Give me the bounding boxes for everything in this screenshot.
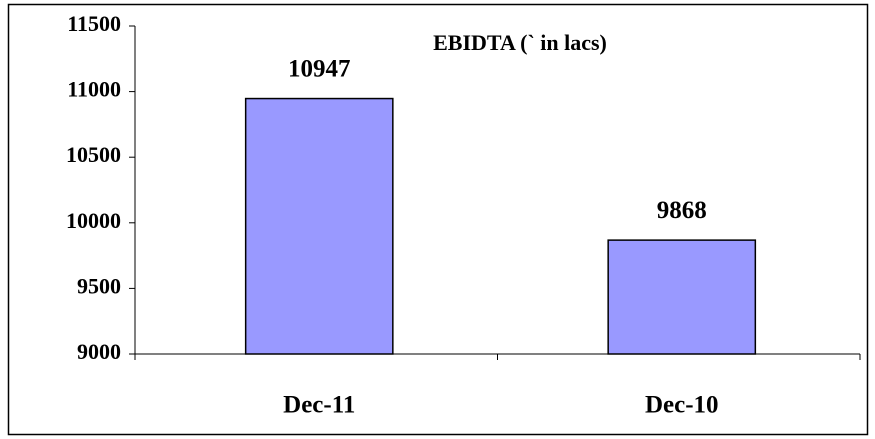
x-tick-label: Dec-11 — [283, 392, 355, 419]
y-tick-label: 10000 — [66, 208, 121, 233]
bar — [607, 239, 757, 355]
chart-border — [7, 3, 869, 436]
y-tick-label: 11000 — [67, 77, 121, 102]
y-tick-label: 9500 — [77, 273, 121, 298]
data-label: 10947 — [288, 55, 351, 82]
x-tick-label: Dec-10 — [645, 392, 719, 419]
y-tick-label: 9000 — [77, 339, 121, 364]
y-tick-label: 10500 — [66, 142, 121, 167]
data-label: 9868 — [657, 197, 707, 224]
y-tick-label: 11500 — [67, 11, 121, 36]
bar — [244, 97, 394, 355]
chart-title: EBIDTA (` in lacs) — [433, 30, 607, 55]
